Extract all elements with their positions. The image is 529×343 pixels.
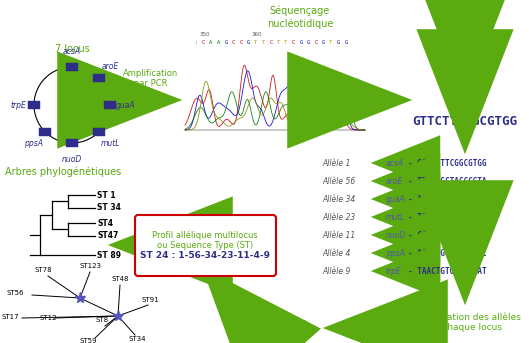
Text: C: C — [240, 39, 243, 45]
Text: ST4: ST4 — [97, 218, 113, 227]
Text: guaA: guaA — [386, 194, 406, 203]
Text: acsA: acsA — [386, 158, 404, 167]
Bar — [39, 128, 51, 136]
Text: C: C — [202, 39, 205, 45]
Text: Allèle 56: Allèle 56 — [322, 177, 355, 186]
Text: C: C — [269, 39, 272, 45]
Text: - AGGGCCCTAGCTTAT: - AGGGCCCTAGCTTAT — [408, 194, 487, 203]
Text: Correction :
séquence
forward/reverse: Correction : séquence forward/reverse — [429, 28, 501, 58]
Text: A: A — [217, 39, 220, 45]
Text: mutL: mutL — [101, 139, 120, 148]
Text: ST59: ST59 — [79, 338, 97, 343]
FancyBboxPatch shape — [135, 215, 276, 276]
Text: nuoD: nuoD — [62, 154, 82, 164]
Text: Allèle 23: Allèle 23 — [322, 213, 355, 222]
Text: T: T — [254, 39, 258, 45]
Text: G: G — [247, 39, 250, 45]
Text: G: G — [344, 39, 348, 45]
Text: nuoD: nuoD — [386, 230, 406, 239]
Text: ST12: ST12 — [39, 315, 57, 321]
Text: G: G — [224, 39, 227, 45]
Text: ST34: ST34 — [128, 336, 146, 342]
Text: ppsA: ppsA — [24, 139, 43, 148]
Text: G: G — [307, 39, 310, 45]
Text: ST56: ST56 — [6, 290, 24, 296]
Text: T: T — [277, 39, 280, 45]
Text: ST 1: ST 1 — [97, 190, 116, 200]
Text: ST48: ST48 — [111, 276, 129, 282]
Text: - GATTCTTCGGCGTGG: - GATTCTTCGGCGTGG — [408, 158, 487, 167]
Text: aroE: aroE — [386, 177, 403, 186]
Text: :: : — [194, 39, 198, 45]
Text: acsA: acsA — [63, 47, 81, 56]
Text: Amplification
par PCR: Amplification par PCR — [123, 69, 179, 88]
Text: G: G — [322, 39, 325, 45]
Text: Profil allélique multilocus
ou Sequence Type (ST): Profil allélique multilocus ou Sequence … — [152, 230, 258, 250]
Bar — [104, 101, 116, 109]
Text: Compilation des
données: Compilation des données — [233, 318, 307, 338]
Text: Arbres phylogénétiques: Arbres phylogénétiques — [5, 167, 121, 177]
Text: ST78: ST78 — [34, 267, 52, 273]
Text: Allèle 11: Allèle 11 — [322, 230, 355, 239]
Text: 360: 360 — [252, 33, 262, 37]
Text: 7 locus: 7 locus — [54, 44, 89, 54]
Bar — [93, 128, 105, 136]
Text: Allèle 9: Allèle 9 — [322, 267, 350, 275]
Text: T: T — [285, 39, 288, 45]
Text: Séquençage
nucléotidique: Séquençage nucléotidique — [267, 6, 333, 29]
Text: T: T — [330, 39, 333, 45]
Text: ST91: ST91 — [141, 297, 159, 303]
Text: ST 34: ST 34 — [97, 203, 121, 213]
Text: - TAACTGTGCATTGAT: - TAACTGTGCATTGAT — [408, 267, 487, 275]
Text: ppsA: ppsA — [386, 248, 405, 258]
Text: ST47: ST47 — [97, 232, 118, 240]
Text: G: G — [299, 39, 303, 45]
Text: aroE: aroE — [102, 62, 119, 71]
Bar — [93, 74, 105, 82]
Bar — [66, 139, 78, 147]
Text: A: A — [209, 39, 213, 45]
Text: ST 24 : 1-56-34-23-11-4-9: ST 24 : 1-56-34-23-11-4-9 — [140, 251, 270, 260]
Text: Allèle 4: Allèle 4 — [322, 248, 350, 258]
Text: ST17: ST17 — [1, 314, 19, 320]
Text: - ACCCGGCATCCCTAC: - ACCCGGCATCCCTAC — [408, 248, 487, 258]
Text: C: C — [232, 39, 235, 45]
Text: G: G — [337, 39, 340, 45]
Text: C: C — [292, 39, 295, 45]
Text: trpE: trpE — [10, 100, 26, 109]
Text: 350: 350 — [200, 33, 211, 37]
Bar — [66, 63, 78, 71]
Text: - TGCTGCCATAGGTAT: - TGCTGCCATAGGTAT — [408, 213, 487, 222]
Text: trpE: trpE — [386, 267, 402, 275]
Text: guaA: guaA — [116, 100, 136, 109]
Text: - TTAACGCTACCCGTA: - TTAACGCTACCCGTA — [408, 177, 487, 186]
Text: Allèle 1: Allèle 1 — [322, 158, 350, 167]
Text: T: T — [262, 39, 265, 45]
Text: - CCTCCGTATTCCCCA: - CCTCCGTATTCCCCA — [408, 230, 487, 239]
Text: ST8: ST8 — [95, 317, 108, 323]
Text: C: C — [314, 39, 317, 45]
Text: ST 89: ST 89 — [97, 250, 121, 260]
Text: Identification des allèles
de chaque locus: Identification des allèles de chaque loc… — [409, 313, 521, 332]
Text: GTTCTTCGGCGTGG: GTTCTTCGGCGTGG — [413, 115, 517, 128]
Bar — [28, 101, 40, 109]
Text: Allèle 34: Allèle 34 — [322, 194, 355, 203]
Text: mutL: mutL — [386, 213, 406, 222]
Text: ST123: ST123 — [79, 263, 101, 269]
